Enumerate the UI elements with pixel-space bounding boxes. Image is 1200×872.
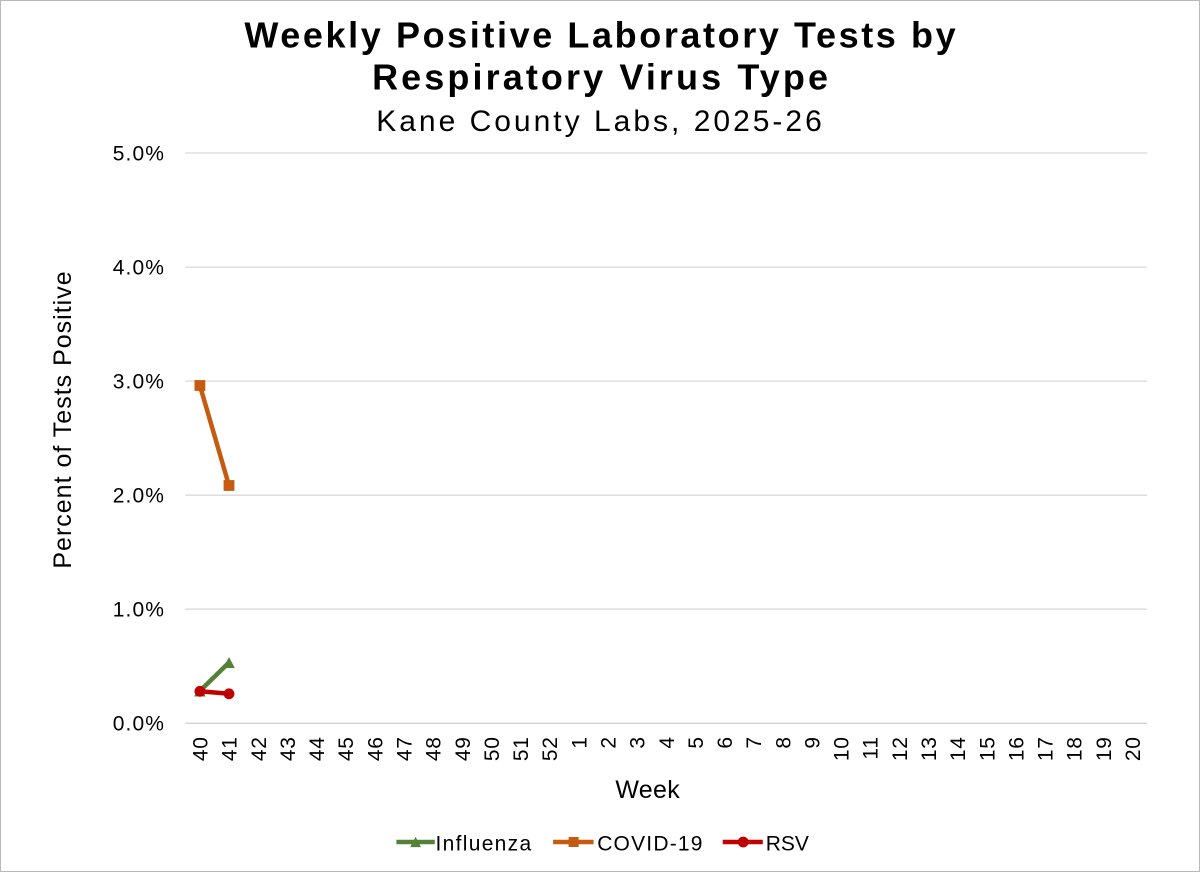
- svg-text:19: 19: [1093, 736, 1116, 761]
- svg-text:Percent of Tests Positive: Percent of Tests Positive: [49, 270, 77, 568]
- svg-text:52: 52: [539, 736, 562, 761]
- svg-text:6: 6: [714, 736, 737, 748]
- svg-text:0.0%: 0.0%: [113, 713, 165, 736]
- svg-text:13: 13: [918, 736, 941, 761]
- svg-text:Weekly Positive Laboratory Tes: Weekly Positive Laboratory Tests by: [244, 15, 958, 56]
- svg-text:17: 17: [1035, 736, 1058, 761]
- svg-text:12: 12: [889, 736, 912, 761]
- svg-text:49: 49: [452, 736, 475, 761]
- svg-text:16: 16: [1006, 736, 1029, 761]
- svg-text:41: 41: [219, 736, 242, 761]
- svg-text:47: 47: [394, 736, 417, 761]
- svg-text:4: 4: [656, 736, 679, 748]
- svg-text:Week: Week: [615, 776, 680, 804]
- svg-text:48: 48: [423, 736, 446, 761]
- svg-text:42: 42: [248, 736, 271, 761]
- svg-text:11: 11: [860, 736, 883, 759]
- svg-text:10: 10: [831, 736, 854, 761]
- svg-text:18: 18: [1064, 736, 1087, 761]
- svg-text:44: 44: [306, 736, 329, 761]
- svg-text:51: 51: [510, 736, 533, 761]
- svg-text:2.0%: 2.0%: [113, 485, 165, 508]
- svg-text:2: 2: [598, 736, 621, 748]
- svg-text:9: 9: [802, 736, 825, 748]
- svg-text:40: 40: [190, 736, 213, 761]
- svg-text:14: 14: [947, 736, 970, 761]
- svg-text:5: 5: [685, 736, 708, 748]
- svg-text:Kane County Labs, 2025-26: Kane County Labs, 2025-26: [376, 105, 825, 138]
- svg-text:1.0%: 1.0%: [113, 599, 165, 622]
- svg-text:50: 50: [481, 736, 504, 761]
- svg-text:COVID-19: COVID-19: [597, 833, 703, 856]
- svg-text:20: 20: [1122, 736, 1145, 761]
- svg-text:3: 3: [627, 736, 650, 748]
- svg-text:8: 8: [772, 736, 795, 748]
- svg-text:Respiratory Virus Type: Respiratory Virus Type: [372, 57, 831, 98]
- svg-text:43: 43: [277, 736, 300, 761]
- svg-text:5.0%: 5.0%: [113, 142, 165, 165]
- svg-text:3.0%: 3.0%: [113, 370, 165, 393]
- svg-text:Influenza: Influenza: [436, 833, 533, 856]
- svg-text:RSV: RSV: [766, 833, 809, 856]
- svg-text:1: 1: [568, 736, 591, 748]
- svg-text:4.0%: 4.0%: [113, 256, 165, 279]
- svg-text:7: 7: [743, 736, 766, 748]
- svg-text:15: 15: [976, 736, 999, 761]
- svg-text:46: 46: [364, 736, 387, 761]
- svg-text:45: 45: [335, 736, 358, 761]
